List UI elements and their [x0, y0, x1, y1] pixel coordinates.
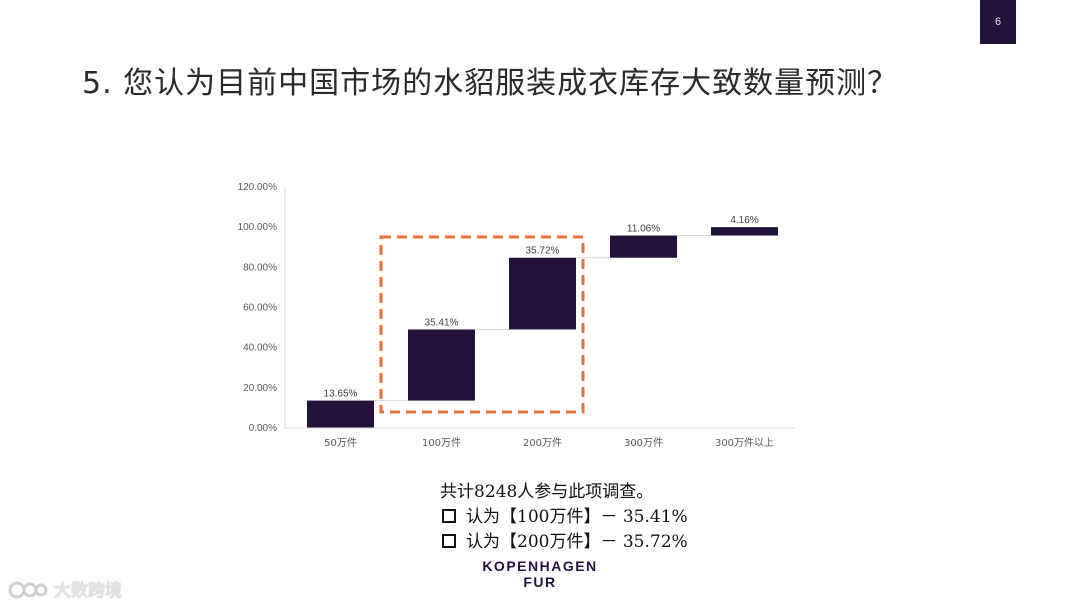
- bar: [610, 235, 677, 258]
- note-item: 认为【200万件】－ 35.72%: [440, 530, 688, 555]
- logo-line-2: FUR: [523, 574, 557, 590]
- bar: [711, 227, 778, 236]
- survey-notes: 共计8248人参与此项调查。 认为【100万件】－ 35.41% 认为【200万…: [440, 480, 688, 555]
- data-labels: 13.65% 35.41% 35.72% 11.06% 4.16%: [324, 215, 759, 399]
- x-tick-label: 300万件: [624, 437, 663, 449]
- bars: [307, 227, 778, 428]
- checkbox-square-icon: [442, 509, 456, 523]
- survey-total: 共计8248人参与此项调查。: [440, 482, 654, 502]
- note-item: 认为【100万件】－ 35.41%: [440, 505, 688, 530]
- data-label: 35.72%: [526, 246, 560, 257]
- x-tick-label: 100万件: [422, 437, 461, 449]
- watermark-logo-icon: [8, 581, 48, 599]
- x-tick-label: 200万件: [523, 437, 562, 449]
- y-tick-label: 60.00%: [243, 303, 277, 314]
- data-label: 4.16%: [730, 215, 758, 226]
- x-axis: 50万件 100万件 200万件 300万件 300万件以上: [285, 427, 795, 449]
- y-tick-label: 100.00%: [238, 222, 278, 233]
- y-axis: 0.00% 20.00% 40.00% 60.00% 80.00% 100.00% 120.…: [238, 182, 286, 434]
- x-tick-label: 50万件: [324, 437, 357, 449]
- data-label: 11.06%: [627, 224, 660, 235]
- watermark: 大数跨境: [8, 576, 122, 601]
- connector-lines: [374, 235, 711, 402]
- x-tick-label: 300万件以上: [715, 437, 774, 449]
- note-text: 认为【200万件】－ 35.72%: [466, 532, 688, 552]
- checkbox-square-icon: [442, 534, 456, 548]
- data-label: 13.65%: [324, 389, 358, 400]
- slide-title: 5. 您认为目前中国市场的水貂服装成衣库存大致数量预测？: [82, 66, 899, 101]
- kopenhagen-fur-logo: KOPENHAGEN FUR: [470, 558, 610, 590]
- page-number: 6: [994, 16, 1002, 28]
- y-tick-label: 20.00%: [243, 383, 277, 394]
- bar: [408, 329, 475, 401]
- watermark-text: 大数跨境: [53, 581, 122, 601]
- page-number-badge: 6: [980, 0, 1016, 44]
- note-text: 认为【100万件】－ 35.41%: [466, 507, 688, 527]
- bar: [307, 400, 374, 428]
- y-tick-label: 120.00%: [238, 182, 278, 193]
- data-label: 35.41%: [425, 317, 459, 328]
- y-tick-label: 40.00%: [243, 343, 277, 354]
- bar: [509, 257, 576, 330]
- highlight-box: [379, 235, 585, 414]
- y-tick-label: 0.00%: [249, 423, 277, 434]
- logo-line-1: KOPENHAGEN: [482, 558, 598, 574]
- y-tick-label: 80.00%: [243, 262, 277, 273]
